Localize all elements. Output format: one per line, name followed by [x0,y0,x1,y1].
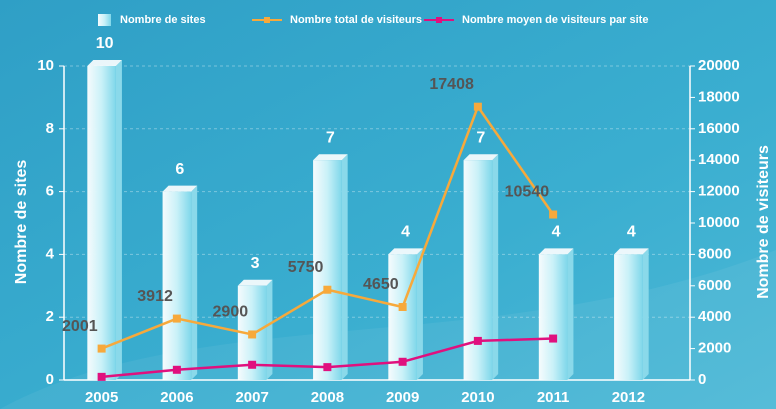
bar-side [642,248,649,380]
y2-tick-label: 10000 [698,214,740,231]
y2-tick-label: 2000 [698,340,731,357]
bar-top [388,248,423,255]
legend-swatch [98,14,111,26]
bar-side [341,154,348,380]
line-marker [172,365,181,374]
y2-tick-label: 4000 [698,308,731,325]
line-marker [473,102,482,111]
x-tick-label: 2010 [461,389,494,406]
y2-tick-label: 6000 [698,277,731,294]
y2-tick-label: 16000 [698,120,740,137]
legend-label: Nombre de sites [120,14,206,26]
x-tick-label: 2012 [612,389,645,406]
bar-value-label: 3 [251,255,260,272]
bar [463,160,493,380]
x-tick-label: 2008 [311,389,344,406]
line-marker [323,363,332,372]
bar [614,254,643,380]
bar-top [614,248,649,255]
bar-top [463,154,499,161]
line-marker [473,336,482,345]
bar-top [237,279,273,286]
bar-side [266,279,273,380]
bar-side [416,248,423,380]
bar-side [115,60,122,380]
line-marker [248,360,257,369]
bar-side [567,248,574,380]
x-tick-label: 2009 [386,389,419,406]
legend-label: Nombre total de visiteurs [290,14,422,26]
x-tick-label: 2005 [85,389,118,406]
line-marker [97,344,106,353]
bar-value-label: 4 [401,224,410,241]
bar-side [191,185,198,380]
y2-tick-label: 14000 [698,151,740,168]
bar-top [87,60,122,66]
y2-tick-label: 18000 [698,88,740,105]
bar-value-label: 7 [476,129,485,146]
bar-value-label: 10 [96,35,114,52]
bar-value-label: 6 [175,161,184,178]
line-marker [398,357,407,366]
bar [162,191,192,380]
y-axis-title: Nombre de sites [13,160,30,285]
y-tick-label: 6 [46,183,54,200]
y2-tick-label: 0 [698,371,706,388]
line-value-label: 17408 [429,76,474,93]
y-tick-label: 10 [37,57,54,74]
line-value-label: 10540 [505,184,550,201]
y-tick-label: 4 [46,245,55,262]
bar-value-label: 7 [326,129,335,146]
y2-tick-label: 12000 [698,183,740,200]
legend-swatch-marker [436,17,442,23]
bar-value-label: 4 [627,224,636,241]
line-value-label: 4650 [363,276,399,293]
y-tick-label: 8 [46,120,54,137]
bar-value-label: 4 [552,224,561,241]
bar-side [492,154,499,380]
line-value-label: 3912 [137,288,173,305]
line-marker [172,314,181,323]
line-marker [97,372,106,381]
line-value-label: 2900 [213,304,249,321]
legend-swatch-marker [264,17,270,23]
y2-tick-label: 8000 [698,245,731,262]
bar-top [162,185,198,192]
bar [87,66,116,380]
line-marker [549,334,558,343]
x-tick-label: 2007 [235,389,268,406]
line-marker [248,330,257,339]
y-tick-label: 2 [46,308,54,325]
bar-top [538,248,574,255]
bar [538,254,568,380]
y2-tick-label: 20000 [698,57,740,74]
y2-axis-title: Nombre de visiteurs [755,145,772,299]
line-marker [549,210,558,219]
x-tick-label: 2011 [537,389,570,406]
x-tick-label: 2006 [160,389,193,406]
line-value-label: 5750 [288,259,324,276]
line-marker [398,302,407,311]
bar [313,160,342,380]
y-tick-label: 0 [46,371,54,388]
line-marker [323,285,332,294]
bar-top [313,154,348,161]
line-value-label: 2001 [62,318,98,335]
legend-label: Nombre moyen de visiteurs par site [462,14,648,26]
